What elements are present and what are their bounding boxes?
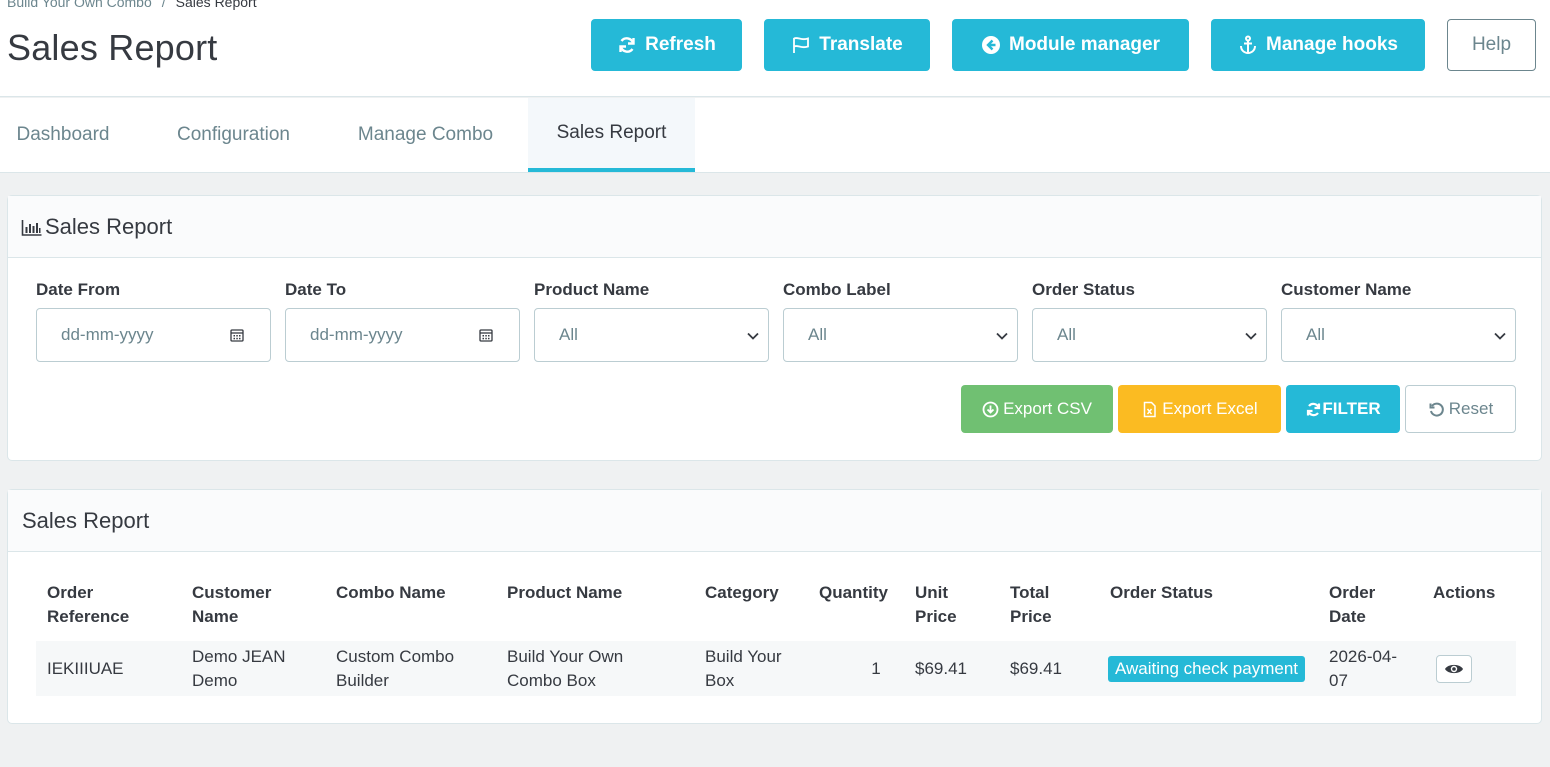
sales-report-table: Order Reference Customer Name Combo Name P… (36, 581, 1516, 696)
combo-label-value: All (808, 325, 827, 344)
combo-label-label: Combo Label (783, 280, 891, 299)
col-quantity[interactable]: Quantity (819, 583, 888, 602)
product-name-value: All (559, 325, 578, 344)
flag-icon (793, 37, 810, 53)
arrow-circle-left-icon (982, 36, 1000, 54)
page-header: Build Your Own Combo / Sales Report Sales … (0, 0, 1550, 97)
tab-dashboard[interactable]: Dashboard (16, 124, 110, 145)
order-status-value: All (1057, 325, 1076, 344)
table-header-row: Order Reference Customer Name Combo Name P… (36, 581, 1516, 641)
translate-label: Translate (819, 34, 903, 55)
chevron-down-icon (1245, 332, 1257, 340)
tab-configuration[interactable]: Configuration (176, 124, 291, 145)
customer-name-select[interactable]: All (1281, 308, 1516, 362)
cell-product-name: Build Your Own Combo Box (496, 641, 694, 696)
page-title: Sales Report (7, 27, 218, 68)
date-from-placeholder: dd-mm-yyyy (61, 325, 154, 344)
export-csv-label: Export CSV (1003, 399, 1092, 418)
module-manager-button[interactable]: Module manager (952, 19, 1189, 71)
date-to-placeholder: dd-mm-yyyy (310, 325, 403, 344)
manage-hooks-button[interactable]: Manage hooks (1211, 19, 1425, 71)
calendar-icon[interactable] (479, 328, 493, 342)
excel-file-icon (1144, 401, 1157, 417)
chevron-down-icon (1494, 332, 1506, 340)
col-order-date[interactable]: Order Date (1329, 583, 1376, 626)
eye-icon (1445, 664, 1463, 673)
cell-category: Build Your Box (694, 641, 808, 696)
help-button[interactable]: Help (1447, 19, 1536, 71)
date-to-label: Date To (285, 280, 347, 299)
col-unit-price[interactable]: Unit Price (915, 583, 957, 626)
export-csv-button[interactable]: Export CSV (961, 385, 1113, 433)
date-to-input[interactable]: dd-mm-yyyy (285, 308, 520, 362)
bar-chart-icon (21, 219, 42, 236)
tab-manage-combo[interactable]: Manage Combo (357, 124, 494, 145)
col-actions: Actions (1433, 583, 1496, 602)
order-status-label: Order Status (1032, 280, 1135, 299)
cell-unit-price: $69.41 (904, 641, 999, 696)
chevron-down-icon (747, 332, 759, 340)
refresh-icon (619, 37, 635, 53)
breadcrumb-separator: / (161, 0, 166, 10)
cell-quantity: 1 (808, 641, 904, 696)
date-from-label: Date From (36, 280, 121, 299)
calendar-icon[interactable] (230, 328, 244, 342)
filter-panel-heading: Sales Report (8, 196, 1541, 258)
cell-actions (1422, 641, 1516, 696)
filter-panel: Sales Report Date From dd-mm-yyyy Date T… (7, 195, 1542, 461)
customer-name-label: Customer Name (1281, 280, 1412, 299)
refresh-icon (1307, 402, 1321, 416)
report-panel: Sales Report Order Reference Customer Name… (7, 489, 1542, 724)
module-manager-label: Module manager (1009, 34, 1160, 55)
filter-label: FILTER (1322, 399, 1381, 418)
status-badge: Awaiting check payment (1108, 655, 1306, 682)
manage-hooks-label: Manage hooks (1266, 34, 1398, 55)
col-product-name[interactable]: Product Name (507, 583, 623, 602)
table-row: IEKIIIUAE Demo JEAN Demo Custom Combo Buil… (36, 641, 1516, 696)
chevron-down-icon (996, 332, 1008, 340)
cell-total-price: $69.41 (999, 641, 1099, 696)
cell-order-reference: IEKIIIUAE (36, 641, 181, 696)
filter-button[interactable]: FILTER (1286, 385, 1400, 433)
translate-button[interactable]: Translate (764, 19, 930, 71)
col-combo-name[interactable]: Combo Name (336, 583, 446, 602)
customer-name-value: All (1306, 325, 1325, 344)
col-customer-name[interactable]: Customer Name (192, 583, 272, 626)
export-excel-label: Export Excel (1162, 399, 1258, 418)
breadcrumb-parent-link[interactable]: Build Your Own Combo (7, 0, 152, 10)
refresh-label: Refresh (645, 34, 716, 55)
tab-sales-report[interactable]: Sales Report (528, 98, 695, 172)
col-category[interactable]: Category (705, 583, 779, 602)
col-total-price[interactable]: Total Price (1010, 583, 1052, 626)
cell-order-status: Awaiting check payment (1099, 641, 1318, 696)
help-label: Help (1471, 34, 1512, 55)
order-status-select[interactable]: All (1032, 308, 1267, 362)
product-name-select[interactable]: All (534, 308, 769, 362)
download-circle-icon (982, 401, 999, 417)
module-tabs: Dashboard Configuration Manage Combo Sal… (0, 98, 1550, 173)
cell-customer-name: Demo JEAN Demo (181, 641, 325, 696)
reset-button[interactable]: Reset (1405, 385, 1516, 433)
anchor-icon (1240, 35, 1256, 55)
product-name-label: Product Name (534, 280, 650, 299)
refresh-button[interactable]: Refresh (591, 19, 742, 71)
col-order-reference[interactable]: Order Reference (47, 583, 130, 626)
reset-label: Reset (1448, 399, 1494, 418)
report-panel-title: Sales Report (22, 507, 150, 533)
view-button[interactable] (1436, 654, 1472, 683)
cell-combo-name: Custom Combo Builder (325, 641, 496, 696)
breadcrumb-current: Sales Report (175, 0, 257, 10)
cell-order-date: 2026-04- 07 (1318, 641, 1422, 696)
date-from-input[interactable]: dd-mm-yyyy (36, 308, 271, 362)
report-panel-heading: Sales Report (8, 490, 1541, 552)
undo-icon (1429, 402, 1444, 417)
breadcrumb: Build Your Own Combo / Sales Report (7, 0, 257, 10)
combo-label-select[interactable]: All (783, 308, 1018, 362)
col-order-status[interactable]: Order Status (1110, 583, 1213, 602)
filter-panel-title: Sales Report (45, 213, 173, 239)
export-excel-button[interactable]: Export Excel (1118, 385, 1281, 433)
